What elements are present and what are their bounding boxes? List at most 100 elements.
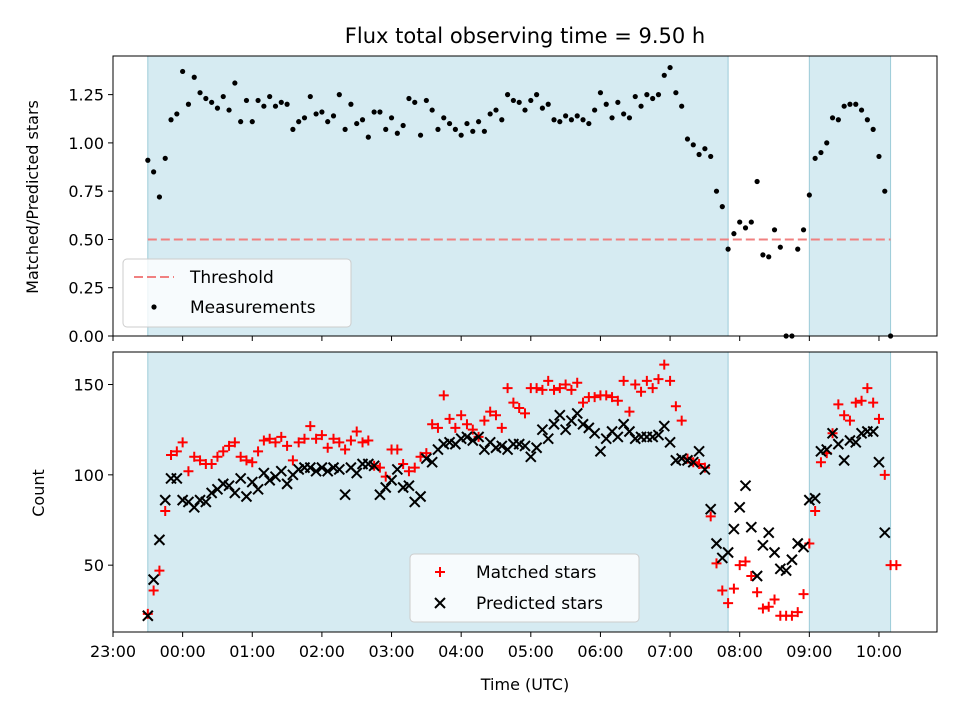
predicted-point: [850, 436, 862, 449]
matched-point: [636, 386, 647, 397]
measurement-point: [719, 204, 725, 210]
matched-point: [456, 410, 467, 421]
predicted-point: [623, 425, 636, 438]
measurement-point: [760, 252, 766, 258]
measurement-point: [522, 107, 528, 113]
matched-point: [665, 375, 676, 386]
x-tick-label: 09:00: [786, 642, 832, 661]
measurement-point: [388, 115, 395, 121]
measurement-point: [603, 101, 609, 107]
matched-point: [810, 505, 821, 516]
axes-frame: [112, 351, 938, 633]
legend-box: [409, 553, 640, 623]
matched-point: [641, 375, 652, 386]
x-tick-label: 03:00: [368, 642, 414, 661]
x-tick-label: 01:00: [229, 642, 275, 661]
matched-point: [647, 383, 658, 394]
matched-point: [189, 451, 200, 462]
matched-point: [363, 435, 374, 446]
measurement-point: [673, 90, 679, 96]
measurement-point: [592, 107, 598, 113]
legend-threshold-label: Threshold: [189, 268, 274, 288]
matched-point: [421, 448, 432, 459]
matched-point: [264, 433, 275, 444]
measurement-point: [568, 117, 575, 123]
predicted-point: [571, 407, 583, 420]
predicted-point: [687, 456, 699, 468]
matched-point: [508, 397, 519, 408]
predicted-point: [234, 472, 247, 485]
predicted-point: [704, 503, 717, 515]
predicted-point: [873, 456, 885, 468]
x-tick-label: 04:00: [438, 642, 484, 661]
matched-point: [432, 422, 443, 433]
predicted-point: [380, 481, 392, 494]
matched-point: [630, 379, 641, 390]
matched-point: [746, 571, 757, 581]
measurement-point: [348, 101, 354, 107]
predicted-point: [745, 521, 758, 533]
matched-point: [148, 585, 159, 596]
measurement-point: [475, 119, 482, 125]
measurement-point: [394, 130, 400, 136]
matched-point: [403, 466, 414, 477]
observing-interval: [808, 351, 892, 633]
measurement-point: [557, 119, 563, 125]
matched-point: [357, 437, 368, 448]
matched-point: [815, 457, 826, 468]
matched-point: [717, 585, 728, 596]
matched-point: [195, 455, 206, 466]
matched-point: [241, 455, 252, 466]
measurement-point: [766, 254, 772, 260]
predicted-point: [205, 487, 218, 499]
count-panel: 50 100 150 23:00 00:00 01:00 02:00 03:00 04:00 05…: [73, 351, 938, 661]
predicted-point: [188, 501, 200, 514]
measurement-point: [255, 97, 261, 104]
matched-point: [879, 469, 890, 480]
matched-point: [624, 406, 635, 417]
legend-predicted-label: Predicted stars: [476, 594, 603, 614]
matched-point: [253, 446, 264, 457]
measurement-point: [446, 120, 453, 127]
matched-point: [578, 397, 589, 408]
measurement-point: [371, 109, 377, 115]
measurement-point: [359, 117, 366, 123]
matched-point: [247, 457, 258, 468]
measurement-point: [307, 93, 313, 100]
matched-point: [734, 560, 745, 571]
predicted-point: [414, 490, 427, 503]
predicted-point: [142, 610, 154, 622]
matched-point: [850, 397, 861, 408]
predicted-point: [652, 429, 665, 441]
chart-title: Flux total observing time = 9.50 h: [345, 24, 705, 48]
matched-point: [398, 459, 409, 469]
predicted-point: [728, 523, 740, 535]
measurement-point: [754, 178, 760, 185]
y-tick-label: 0.25: [68, 279, 104, 298]
measurement-point: [858, 107, 865, 113]
predicted-point: [281, 478, 293, 490]
matched-point: [601, 390, 612, 401]
predicted-point: [426, 456, 438, 468]
measurement-point: [615, 99, 621, 105]
measurement-point: [690, 142, 696, 148]
y-tick-label: 0.00: [68, 327, 104, 346]
predicted-point: [310, 465, 322, 477]
predicted-point: [240, 490, 253, 503]
measurement-point: [278, 99, 284, 105]
measurement-point: [284, 101, 290, 107]
bottom-ylabel: Count: [29, 469, 48, 517]
predicted-point: [559, 423, 572, 436]
measurement-point: [214, 105, 221, 111]
matched-point: [166, 449, 177, 460]
matched-point: [427, 419, 438, 430]
measurement-point: [725, 246, 731, 252]
matched-point: [659, 359, 670, 370]
matched-point: [490, 410, 501, 421]
y-tick-label: 0.50: [68, 230, 104, 249]
matched-point: [316, 430, 327, 441]
matched-point: [514, 403, 525, 413]
measurement-point: [377, 109, 383, 115]
x-tick-label: 00:00: [160, 642, 206, 661]
predicted-point: [577, 418, 589, 430]
